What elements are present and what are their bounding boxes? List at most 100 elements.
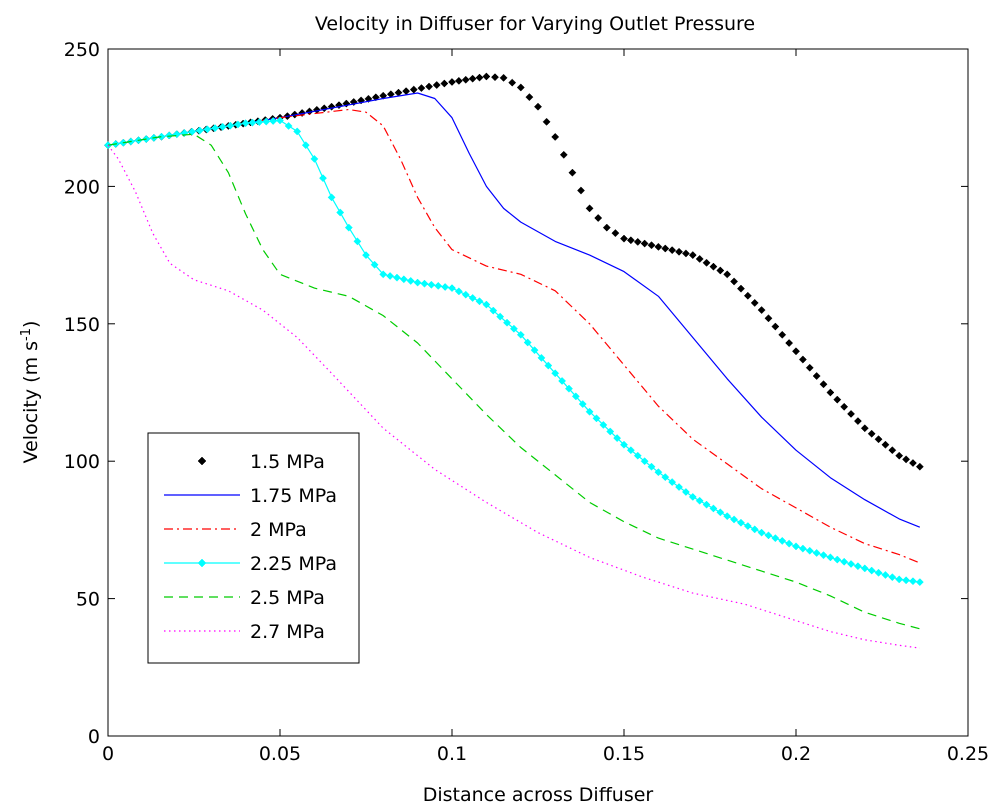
point-1-5-mpa-37 (379, 91, 388, 100)
point-2-25-mpa-16 (226, 121, 235, 130)
point-2-25-mpa-27 (310, 154, 319, 163)
point-1-5-mpa-80 (709, 262, 718, 271)
point-1-5-mpa-32 (342, 99, 351, 108)
series-2-5-mpa (107, 133, 920, 630)
point-2-25-mpa-59 (544, 361, 553, 370)
point-2-25-mpa-76 (661, 473, 670, 482)
series-line-2-5-mpa (107, 133, 920, 630)
point-1-5-mpa-90 (778, 330, 787, 339)
point-2-25-mpa-48 (468, 294, 477, 302)
x-tick-label-2: 0.1 (437, 743, 467, 765)
point-1-5-mpa-51 (482, 72, 491, 81)
point-2-25-mpa-14 (211, 124, 219, 133)
legend-item-2-7-mpa: 2.7 MPa (164, 621, 325, 643)
y-tick-label-5: 250 (64, 39, 100, 61)
point-2-25-mpa-51 (489, 306, 498, 315)
point-1-5-mpa-48 (461, 75, 470, 84)
point-2-25-mpa-31 (344, 223, 353, 232)
point-2-25-mpa-24 (284, 121, 293, 130)
point-2-25-mpa-100 (826, 553, 835, 562)
legend-label-2-5-mpa: 2.5 MPa (250, 587, 325, 609)
point-2-25-mpa-20 (255, 118, 264, 127)
legend-label-1-75-mpa: 1.75 MPa (250, 485, 337, 507)
point-2-25-mpa-99 (819, 551, 828, 560)
y-axis-label-main: Velocity (m s (20, 341, 42, 463)
point-1-5-mpa-97 (826, 388, 835, 397)
point-1-5-mpa-105 (881, 440, 890, 449)
point-2-25-mpa-54 (509, 324, 518, 333)
legend-item-1-75-mpa: 1.75 MPa (164, 485, 337, 507)
point-1-5-mpa-76 (681, 249, 690, 258)
point-1-5-mpa-55 (516, 83, 525, 92)
point-2-25-mpa-63 (571, 392, 580, 401)
point-2-25-mpa-98 (812, 549, 821, 557)
point-2-25-mpa-94 (785, 539, 794, 548)
point-2-25-mpa-49 (475, 297, 484, 306)
point-1-5-mpa-85 (743, 291, 752, 300)
point-2-25-mpa-83 (709, 504, 718, 513)
point-2-25-mpa-7 (157, 132, 166, 141)
point-1-5-mpa-95 (812, 372, 821, 380)
point-2-25-mpa-103 (847, 560, 855, 568)
point-1-5-mpa-102 (860, 424, 869, 433)
y-tick-label-2: 100 (64, 451, 100, 473)
legend-item-1-5-mpa: 1.5 MPa (197, 451, 325, 473)
point-2-25-mpa-91 (764, 531, 773, 540)
point-2-25-mpa-22 (269, 117, 278, 125)
point-2-25-mpa-78 (675, 483, 683, 491)
point-2-25-mpa-71 (626, 446, 635, 455)
series-1-75-mpa (107, 92, 921, 528)
point-2-25-mpa-67 (599, 420, 608, 429)
point-1-5-mpa-89 (771, 322, 780, 331)
legend-box (147, 432, 360, 664)
point-1-5-mpa-109 (909, 459, 917, 467)
point-2-25-mpa-37 (393, 273, 401, 282)
point-2-25-mpa-85 (723, 512, 732, 521)
point-1-5-mpa-70 (640, 239, 649, 248)
point-1-5-mpa-83 (730, 277, 739, 286)
point-2-25-mpa-8 (165, 131, 174, 140)
legend-marker-2-25-mpa (197, 558, 207, 568)
point-2-25-mpa-61 (558, 377, 567, 385)
series-2-7-mpa (107, 144, 920, 649)
point-2-25-mpa-30 (336, 208, 345, 217)
point-1-5-mpa-30 (327, 102, 336, 111)
point-2-25-mpa-50 (482, 300, 491, 309)
point-2-25-mpa-108 (881, 571, 890, 579)
point-1-5-mpa-75 (675, 247, 683, 256)
point-1-5-mpa-36 (371, 93, 380, 102)
point-2-25-mpa-104 (853, 562, 862, 571)
point-2-25-mpa-45 (448, 284, 456, 293)
point-2-25-mpa-86 (730, 515, 739, 524)
point-2-25-mpa-15 (218, 122, 227, 131)
point-2-25-mpa-19 (248, 118, 257, 127)
point-1-5-mpa-88 (764, 314, 773, 323)
point-1-5-mpa-106 (888, 446, 897, 455)
point-2-25-mpa-43 (434, 281, 443, 290)
point-2-25-mpa-74 (647, 462, 656, 471)
legend-label-1-5-mpa: 1.5 MPa (250, 451, 325, 473)
point-1-5-mpa-81 (716, 266, 725, 275)
point-2-25-mpa-46 (454, 287, 463, 296)
point-1-5-mpa-93 (798, 355, 807, 364)
point-1-5-mpa-71 (647, 241, 656, 250)
point-2-25-mpa-53 (503, 318, 511, 327)
legend-marker-1-5-mpa (197, 456, 207, 466)
point-2-25-mpa-26 (301, 141, 310, 150)
point-2-25-mpa-81 (695, 496, 704, 505)
point-1-5-mpa-57 (534, 102, 542, 111)
point-2-25-mpa-36 (386, 272, 395, 280)
y-axis-label-superscript: -1 (19, 328, 34, 341)
point-2-25-mpa-56 (523, 338, 532, 347)
point-2-25-mpa-44 (441, 283, 450, 291)
series-2-mpa (107, 108, 921, 564)
legend-item-2-mpa: 2 MPa (164, 519, 307, 541)
point-2-25-mpa-55 (516, 330, 525, 339)
point-2-25-mpa-18 (241, 119, 250, 128)
point-2-25-mpa-39 (406, 276, 415, 285)
point-1-5-mpa-65 (602, 223, 611, 232)
point-2-25-mpa-25 (293, 127, 302, 136)
point-1-5-mpa-44 (432, 81, 441, 89)
point-2-25-mpa-101 (833, 555, 842, 564)
